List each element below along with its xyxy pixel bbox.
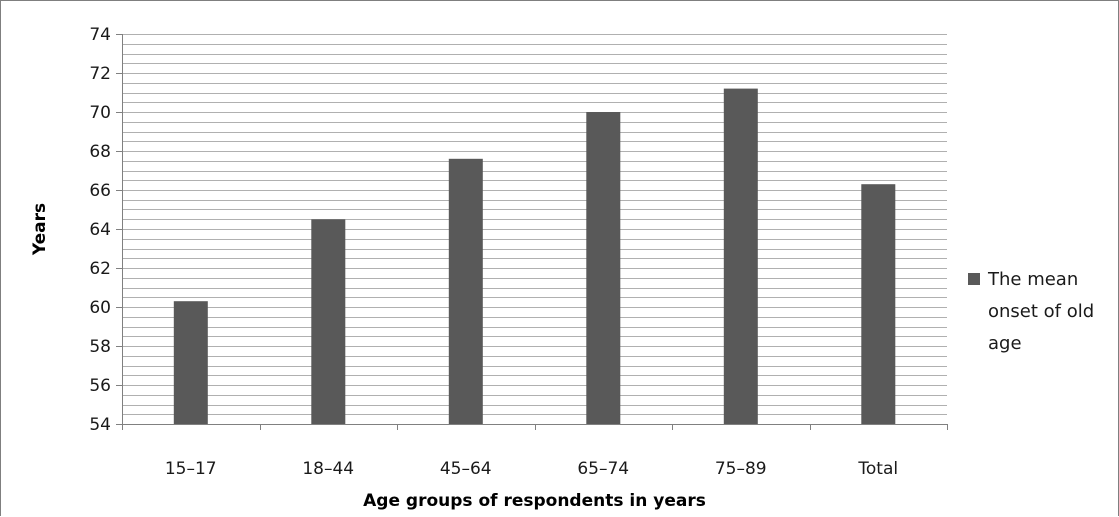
x-tick-label: 65–74 xyxy=(577,459,629,479)
legend-swatch xyxy=(968,273,980,285)
x-tick-label: 75–89 xyxy=(715,459,767,479)
bar xyxy=(586,112,621,424)
y-tick-label: 66 xyxy=(89,181,111,201)
y-axis-title: Years xyxy=(30,203,50,256)
x-tick-label: Total xyxy=(857,459,898,479)
y-tick-labels: 54 56 58 60 62 64 66 68 70 72 74 xyxy=(89,25,111,435)
y-tick-label: 64 xyxy=(89,220,111,240)
legend-label-line-2: onset of old xyxy=(988,301,1094,322)
gridlines xyxy=(122,34,947,415)
x-tick-labels: 15–17 18–44 45–64 65–74 75–89 Total xyxy=(165,459,898,479)
legend-label-line-3: age xyxy=(988,333,1022,354)
y-tick-label: 74 xyxy=(89,25,111,45)
x-tick-label: 45–64 xyxy=(440,459,492,479)
legend: The mean onset of old age xyxy=(968,269,1094,354)
bar xyxy=(173,301,208,424)
y-tick-label: 68 xyxy=(89,142,111,162)
bar xyxy=(861,184,896,424)
axes xyxy=(116,34,948,430)
bar xyxy=(723,88,758,424)
bar xyxy=(311,219,346,425)
x-tick-label: 18–44 xyxy=(302,459,354,479)
y-tick-label: 62 xyxy=(89,259,111,279)
x-axis-title: Age groups of respondents in years xyxy=(363,491,706,511)
y-tick-label: 56 xyxy=(89,376,111,396)
y-tick-label: 58 xyxy=(89,337,111,357)
x-tick-label: 15–17 xyxy=(165,459,217,479)
y-tick-label: 54 xyxy=(89,415,111,435)
bar-series xyxy=(173,88,896,425)
y-tick-label: 60 xyxy=(89,298,111,318)
y-tick-label: 72 xyxy=(89,64,111,84)
y-tick-label: 70 xyxy=(89,103,111,123)
legend-label-line-1: The mean xyxy=(987,269,1078,290)
bar xyxy=(448,158,483,425)
